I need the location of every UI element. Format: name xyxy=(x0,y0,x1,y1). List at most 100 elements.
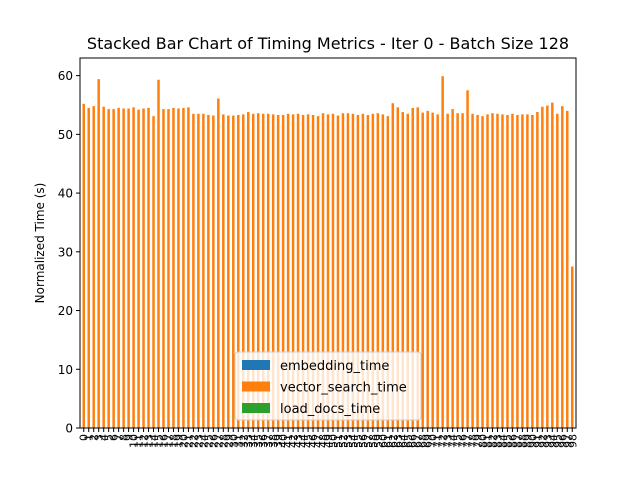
legend-swatch-embedding_time xyxy=(242,360,270,370)
x-tick-label: 58 xyxy=(367,434,380,448)
bar-vector_search_time-78 xyxy=(471,113,474,428)
x-tick-label: 88 xyxy=(516,434,529,448)
x-tick-label: 79 xyxy=(472,434,485,448)
chart-title: Stacked Bar Chart of Timing Metrics - It… xyxy=(87,34,569,53)
x-tick-label: 59 xyxy=(372,434,385,448)
x-tick-label: 75 xyxy=(452,434,465,448)
x-tick-label: 44 xyxy=(297,434,310,448)
x-tick-label: 24 xyxy=(197,434,210,448)
bar-vector_search_time-33 xyxy=(246,112,250,428)
bar-vector_search_time-87 xyxy=(516,114,519,428)
bar-vector_search_time-48 xyxy=(321,113,325,429)
bar-vector_search_time-41 xyxy=(286,113,290,428)
bar-vector_search_time-29 xyxy=(227,115,230,428)
legend-swatch-load_docs_time xyxy=(242,403,270,413)
x-tick-label: 52 xyxy=(337,434,350,448)
x-tick-label: 51 xyxy=(332,434,345,448)
bar-vector_search_time-72 xyxy=(441,76,444,429)
bar-vector_search_time-79 xyxy=(476,114,479,428)
x-tick-label: 92 xyxy=(536,434,549,448)
x-tick-label: 26 xyxy=(207,434,220,448)
x-tick-label: 37 xyxy=(262,434,275,448)
bar-vector_search_time-2 xyxy=(92,106,95,428)
bar-vector_search_time-14 xyxy=(152,116,155,428)
bar-vector_search_time-61 xyxy=(386,116,390,428)
bar-vector_search_time-69 xyxy=(426,110,429,429)
x-tick-label: 57 xyxy=(362,434,375,448)
bar-vector_search_time-57 xyxy=(366,114,370,428)
x-tick-label: 86 xyxy=(506,434,519,448)
x-tick-label: 16 xyxy=(157,434,170,448)
bar-vector_search_time-47 xyxy=(316,116,320,428)
bar-vector_search_time-58 xyxy=(371,113,375,428)
x-tick-label: 32 xyxy=(237,434,250,448)
bar-vector_search_time-81 xyxy=(486,114,489,428)
bar-vector_search_time-93 xyxy=(546,105,549,428)
bar-vector_search_time-91 xyxy=(536,112,539,428)
x-tick-label: 11 xyxy=(133,434,146,448)
bar-vector_search_time-66 xyxy=(411,107,414,429)
bar-vector_search_time-63 xyxy=(396,107,400,428)
x-tick-label: 68 xyxy=(417,434,430,448)
legend-box xyxy=(234,351,422,421)
x-axis: 0123456789101112131415161718192021222324… xyxy=(78,428,579,448)
x-tick-label: 0 xyxy=(78,434,91,441)
bar-vector_search_time-30 xyxy=(232,115,235,428)
bar-vector_search_time-34 xyxy=(251,113,255,428)
plot-frame xyxy=(79,57,577,429)
bar-vector_search_time-89 xyxy=(526,114,529,428)
x-tick-label: 13 xyxy=(143,434,156,448)
bar-vector_search_time-39 xyxy=(276,114,280,428)
bar-vector_search_time-9 xyxy=(127,108,130,428)
y-tick-label: 30 xyxy=(58,245,73,259)
x-tick-label: 8 xyxy=(118,434,131,441)
x-tick-label: 5 xyxy=(103,434,116,441)
x-tick-label: 97 xyxy=(561,434,574,448)
bar-vector_search_time-90 xyxy=(531,114,534,428)
x-tick-label: 1 xyxy=(83,434,96,441)
bar-vector_search_time-80 xyxy=(481,116,484,428)
x-tick-label: 70 xyxy=(427,434,440,448)
legend-label-embedding_time: embedding_time xyxy=(280,359,389,374)
bar-vector_search_time-10 xyxy=(132,107,135,428)
y-tick-label: 10 xyxy=(58,363,73,377)
bar-vector_search_time-27 xyxy=(217,98,220,429)
x-tick-label: 61 xyxy=(382,434,395,448)
x-tick-label: 63 xyxy=(392,434,405,448)
y-tick-label: 40 xyxy=(58,187,73,201)
bar-vector_search_time-84 xyxy=(501,114,504,428)
bar-vector_search_time-5 xyxy=(107,109,110,428)
bar-vector_search_time-49 xyxy=(326,114,330,428)
x-tick-label: 25 xyxy=(202,434,215,448)
x-tick-label: 84 xyxy=(496,434,509,448)
bar-vector_search_time-92 xyxy=(541,106,544,428)
x-tick-label: 15 xyxy=(153,434,166,448)
x-tick-label: 54 xyxy=(347,434,360,448)
bar-vector_search_time-52 xyxy=(341,113,345,429)
x-tick-label: 85 xyxy=(501,434,514,448)
bar-vector_search_time-97 xyxy=(566,110,569,429)
bar-vector_search_time-31 xyxy=(237,114,240,428)
x-tick-label: 2 xyxy=(88,434,101,441)
bar-vector_search_time-76 xyxy=(461,113,464,429)
x-tick-label: 49 xyxy=(322,434,335,448)
bar-vector_search_time-65 xyxy=(406,113,409,428)
x-tick-label: 21 xyxy=(182,434,195,448)
x-tick-label: 30 xyxy=(227,434,240,448)
x-tick-label: 53 xyxy=(342,434,355,448)
bar-vector_search_time-45 xyxy=(306,114,310,428)
bar-vector_search_time-95 xyxy=(556,113,559,428)
x-tick-label: 41 xyxy=(282,434,295,448)
x-tick-label: 69 xyxy=(422,434,435,448)
bar-vector_search_time-20 xyxy=(182,107,185,429)
bar-vector_search_time-88 xyxy=(521,114,524,428)
x-tick-label: 42 xyxy=(287,434,300,448)
x-tick-label: 71 xyxy=(432,434,445,448)
bar-vector_search_time-68 xyxy=(421,112,424,429)
x-tick-label: 33 xyxy=(242,434,255,448)
bar-vector_search_time-37 xyxy=(266,113,270,428)
bar-vector_search_time-24 xyxy=(202,113,205,428)
x-tick-label: 90 xyxy=(526,434,539,448)
bar-vector_search_time-94 xyxy=(551,102,554,428)
